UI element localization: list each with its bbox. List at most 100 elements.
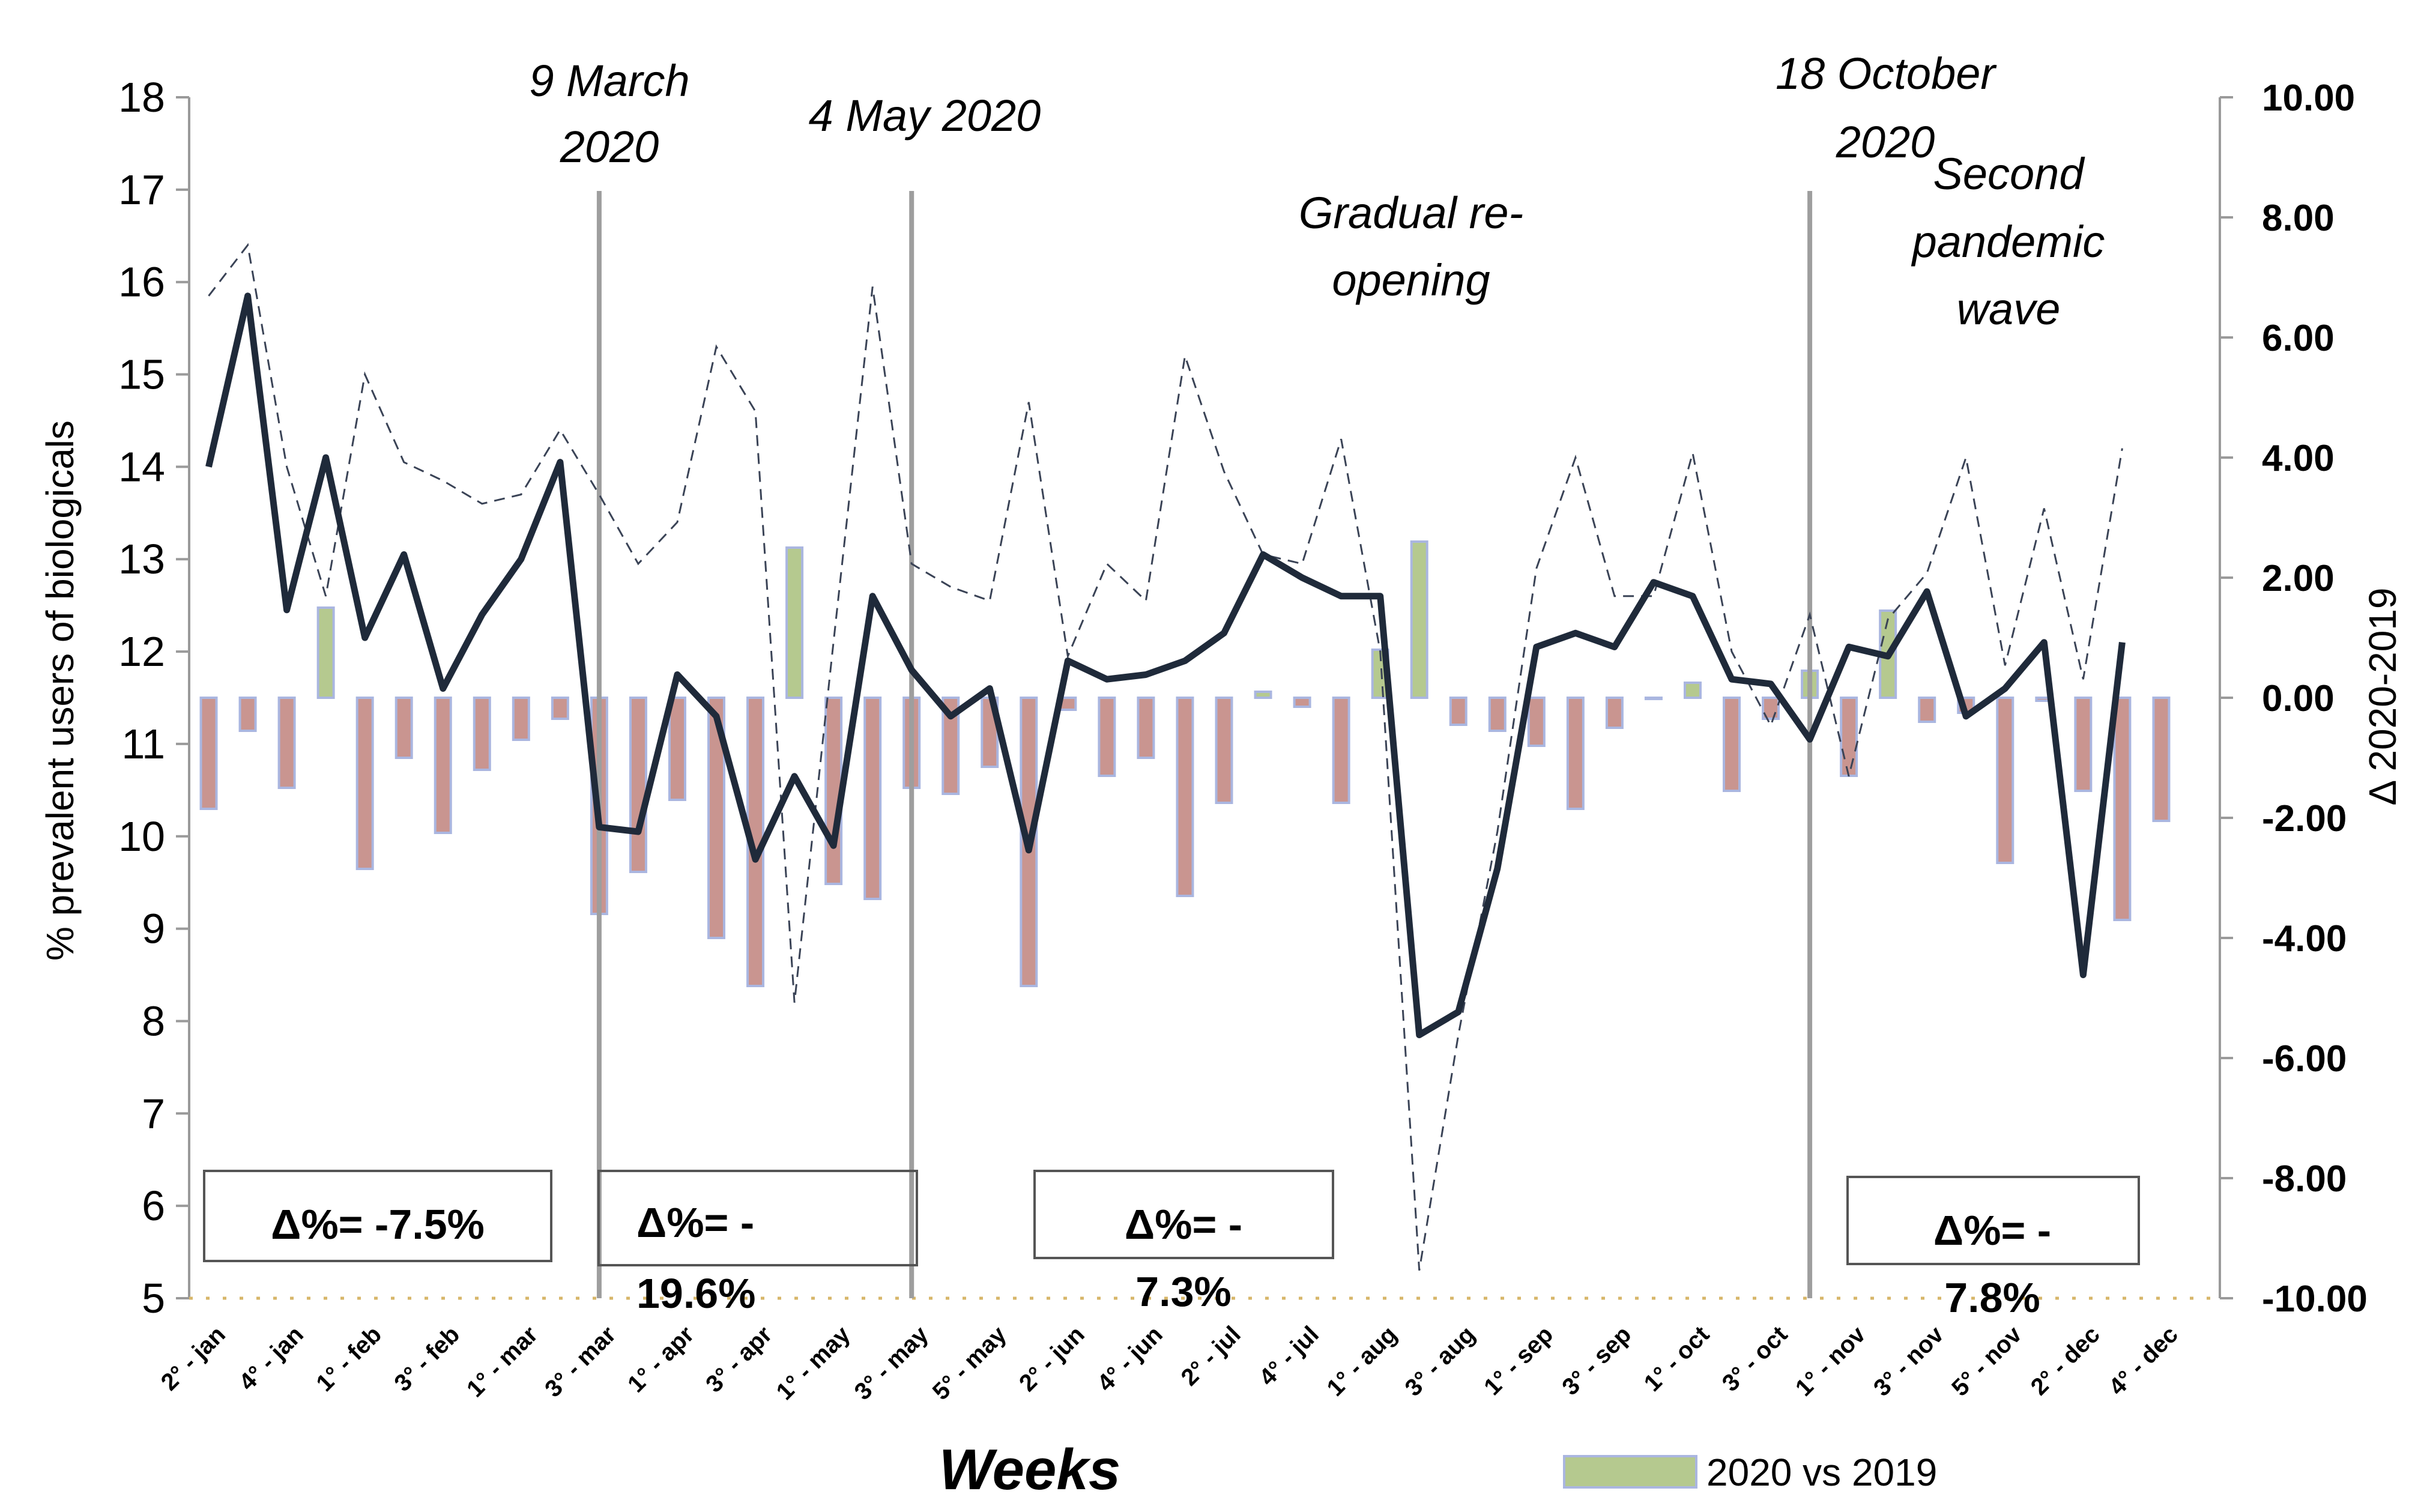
- delta-bar: [473, 697, 491, 771]
- x-tick-label: 2° - jan: [156, 1321, 231, 1396]
- delta-box: [203, 1170, 552, 1262]
- delta-bar: [1254, 691, 1272, 699]
- delta-bar: [199, 697, 218, 810]
- legend-label: 2020 vs 2019: [1706, 1451, 1937, 1494]
- delta-bar: [316, 606, 335, 699]
- left-axis-title: % prevalent users of biologicals: [38, 420, 82, 961]
- x-tick-label: 3° - feb: [389, 1321, 465, 1397]
- delta-bar: [1723, 697, 1741, 792]
- delta-bar: [1098, 697, 1116, 777]
- x-tick-label: 1° - sep: [1479, 1321, 1558, 1400]
- left-tick-label: 11: [121, 721, 165, 767]
- delta-box: [597, 1170, 918, 1266]
- delta-bar: [512, 697, 530, 741]
- event-label: 4 May 2020: [809, 91, 1041, 141]
- right-tick-label: -6.00: [2262, 1038, 2347, 1080]
- right-tick-label: 2.00: [2262, 558, 2335, 599]
- delta-bar: [1644, 697, 1663, 700]
- delta-bar: [2152, 697, 2171, 822]
- x-tick-label: 1° - apr: [623, 1321, 699, 1397]
- event-label: 18 October: [1776, 49, 1997, 98]
- left-tick-label: 14: [118, 443, 165, 490]
- right-tick-label: -2.00: [2262, 798, 2347, 839]
- delta-label: 19.6%: [636, 1270, 755, 1317]
- legend-swatch: [1563, 1455, 1697, 1489]
- right-tick-label: -8.00: [2262, 1158, 2347, 1200]
- left-tick-label: 15: [118, 351, 165, 398]
- delta-bar: [277, 697, 296, 789]
- left-tick-label: 5: [142, 1275, 165, 1322]
- delta-box: [1846, 1176, 2140, 1265]
- x-axis-title: Weeks: [939, 1438, 1120, 1502]
- annotation-label: wave: [1957, 284, 2061, 334]
- right-tick-label: 8.00: [2262, 198, 2335, 239]
- x-tick-label: 1° - feb: [311, 1321, 387, 1397]
- delta-box: [1033, 1170, 1334, 1259]
- event-label: 9 March: [529, 56, 689, 106]
- right-tick-label: 10.00: [2262, 77, 2355, 119]
- x-tick-label: 2° - jul: [1176, 1321, 1246, 1391]
- legend: 2020 vs 2019: [1563, 1451, 1937, 1494]
- delta-bar: [1683, 682, 1702, 699]
- delta-bar: [1488, 697, 1507, 732]
- x-tick-label: 3° - mar: [540, 1321, 621, 1402]
- delta-label: 7.3%: [1135, 1268, 1232, 1315]
- left-tick-label: 10: [118, 813, 165, 860]
- delta-label: Δ%= -: [636, 1199, 754, 1246]
- right-tick-label: 4.00: [2262, 438, 2335, 479]
- delta-bar: [1605, 697, 1624, 729]
- delta-label: Δ%= -: [1125, 1201, 1242, 1248]
- x-tick-label: 4° - dec: [2104, 1321, 2183, 1400]
- delta-bar: [551, 697, 569, 720]
- delta-label: Δ%= -7.5%: [271, 1201, 485, 1248]
- x-tick-label: 1° - oct: [1639, 1321, 1715, 1397]
- delta-boxes: Δ%= -7.5% Δ%= - 19.6% Δ%= - 7.3% Δ%= - 7.8%: [203, 1170, 2140, 1321]
- x-tick-label: 3° - sep: [1557, 1321, 1636, 1400]
- delta-bar: [2113, 697, 2132, 921]
- delta-bar: [1332, 697, 1350, 804]
- x-tick-label: 3° - aug: [1400, 1321, 1481, 1402]
- delta-bar: [1137, 697, 1155, 759]
- x-tick-label: 1° - may: [772, 1321, 856, 1405]
- series-line-2019: [208, 243, 2123, 1271]
- delta-bar: [1918, 697, 1936, 723]
- delta-bar: [1215, 697, 1233, 804]
- delta-bar: [355, 697, 374, 870]
- left-tick-label: 9: [142, 906, 165, 952]
- x-tick-label: 4° - jun: [1092, 1321, 1168, 1397]
- x-tick-label: 1° - nov: [1791, 1321, 1871, 1402]
- x-tick-label: 4° - jan: [234, 1321, 309, 1396]
- annotation-label: Gradual re-: [1299, 188, 1523, 238]
- delta-bar: [1449, 697, 1467, 726]
- delta-bar: [785, 546, 804, 699]
- series-line-2020: [205, 292, 2126, 1038]
- delta-bar: [238, 697, 257, 732]
- delta-bar: [668, 697, 686, 801]
- left-tick-label: 18: [118, 74, 165, 121]
- delta-bar: [1566, 697, 1585, 810]
- delta-label: Δ%= -: [1933, 1207, 2051, 1254]
- delta-label: 7.8%: [1944, 1274, 2040, 1321]
- delta-bar: [434, 697, 452, 834]
- event-lines: 9 March 2020 4 May 2020 18 October 2020: [529, 49, 1997, 1298]
- delta-bar: [1840, 697, 1858, 777]
- x-tick-label: 2° - dec: [2026, 1321, 2105, 1400]
- axes-group: [188, 97, 2221, 1300]
- annotation-label: pandemic: [1911, 217, 2105, 267]
- x-tick-label: 3° - nov: [1869, 1321, 1949, 1402]
- right-tick-label: 6.00: [2262, 318, 2335, 359]
- left-tick-label: 12: [118, 628, 165, 675]
- x-tick-label: 4° - jul: [1254, 1321, 1324, 1391]
- right-tick-label: 0.00: [2262, 678, 2335, 719]
- right-axis-ticks: -10.00 -8.00 -6.00 -4.00 -2.00 0.00 2.00 4.00 6.…: [2220, 77, 2368, 1320]
- delta-bar: [629, 697, 647, 873]
- right-tick-label: -4.00: [2262, 918, 2347, 960]
- x-tick-label: 3° - may: [850, 1321, 934, 1405]
- delta-bar: [1527, 697, 1546, 747]
- x-tick-label: 5° - may: [928, 1321, 1012, 1405]
- x-tick-label: 3° - oct: [1717, 1321, 1793, 1397]
- delta-bars: [199, 540, 2171, 987]
- delta-bar: [2074, 697, 2093, 792]
- annotation-label: Second: [1933, 149, 2086, 199]
